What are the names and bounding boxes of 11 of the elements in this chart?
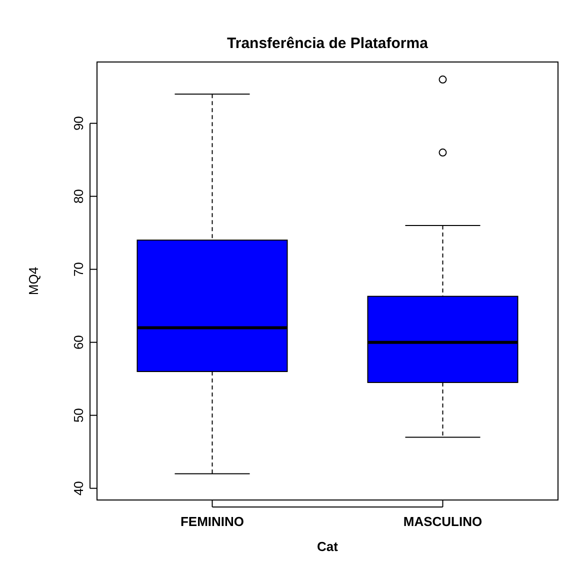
- y-tick-label: 70: [71, 262, 86, 277]
- y-tick-label: 40: [71, 481, 86, 496]
- y-tick-label: 60: [71, 335, 86, 350]
- y-tick-label: 80: [71, 189, 86, 204]
- chart-title: Transferência de Plataforma: [227, 35, 429, 52]
- y-tick-label: 90: [71, 116, 86, 131]
- y-tick-label: 50: [71, 408, 86, 423]
- x-tick-label: MASCULINO: [403, 514, 482, 529]
- y-axis-title: MQ4: [26, 266, 41, 296]
- x-axis-title: Cat: [317, 539, 339, 554]
- x-tick-label: FEMININO: [180, 514, 244, 529]
